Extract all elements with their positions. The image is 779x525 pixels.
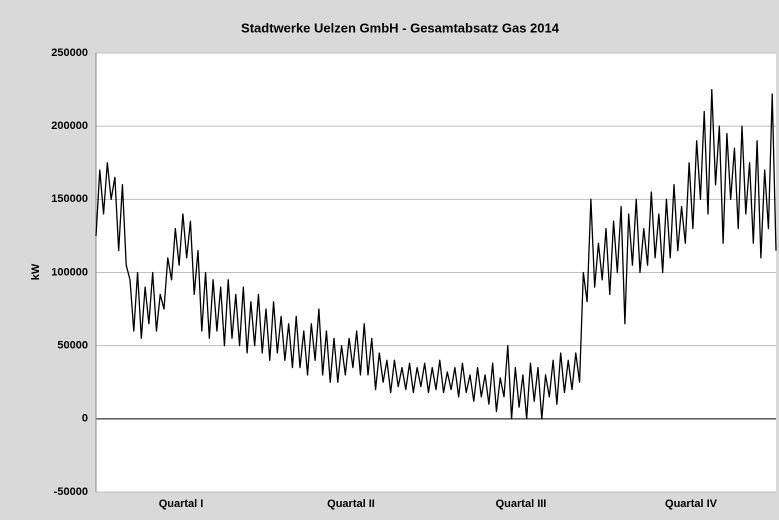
x-tick-label: Quartal III	[496, 498, 547, 510]
y-tick-label: 200000	[51, 120, 88, 132]
x-tick-label: Quartal II	[327, 498, 375, 510]
chart-title: Stadtwerke Uelzen GmbH - Gesamtabsatz Ga…	[241, 20, 560, 35]
y-tick-label: 50000	[57, 340, 88, 352]
y-axis-label: kW	[30, 263, 42, 280]
y-tick-label: 100000	[51, 266, 88, 278]
y-tick-label: -50000	[54, 486, 88, 498]
data-line	[95, 88, 777, 420]
y-tick-label: 150000	[51, 193, 88, 205]
x-tick-label: Quartal I	[159, 498, 204, 510]
x-tick-label: Quartal IV	[665, 498, 718, 510]
y-tick-label: 0	[82, 413, 88, 425]
y-tick-label: 250000	[51, 47, 88, 59]
